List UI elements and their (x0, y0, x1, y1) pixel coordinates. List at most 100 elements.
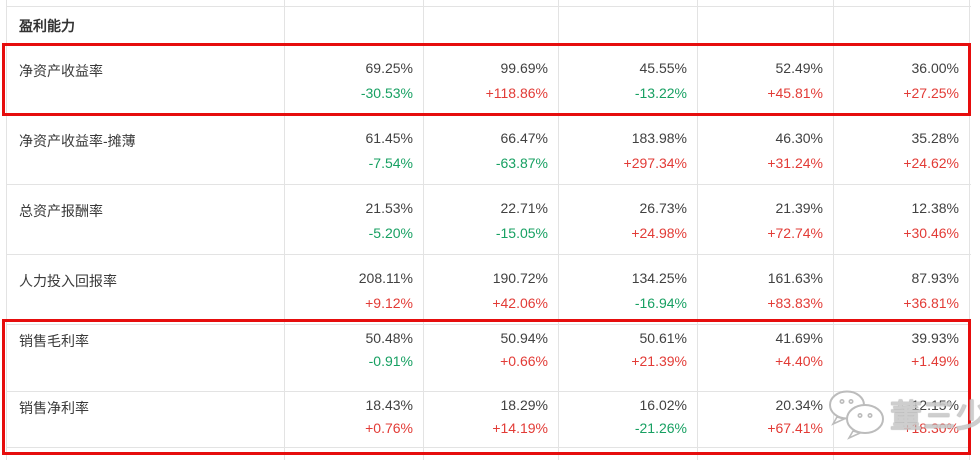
table-row: 净资产收益率 69.25% -30.53% 99.69% +118.86% 45.55%… (7, 45, 971, 115)
metric-change: +24.62% (903, 155, 959, 171)
metric-value-cell: 66.47% -63.87% (424, 115, 559, 184)
metric-label: 人力投入回报率 (19, 273, 117, 289)
metric-change: +67.41% (767, 420, 823, 436)
metric-value-cell: 18.43% +0.76% (285, 392, 424, 447)
section-header-row: 盈利能力 (7, 7, 971, 45)
metric-value: 99.69% (500, 60, 548, 76)
metric-value-cell: 87.93% +36.81% (834, 255, 970, 324)
metric-value-cell: 12.15% +18.30% (834, 392, 970, 447)
metric-change: -16.94% (634, 295, 687, 311)
metric-value-cell: 45.55% -13.22% (559, 45, 698, 114)
metric-value: 61.45% (365, 130, 413, 146)
metric-change: +14.19% (492, 420, 548, 436)
metric-value: 20.34% (775, 397, 823, 413)
metric-value: 50.48% (365, 330, 413, 346)
metric-value-cell: 20.34% +67.41% (698, 392, 834, 447)
metric-value: 46.30% (775, 130, 823, 146)
metric-change: +118.86% (485, 85, 548, 101)
metric-value-cell: 41.69% +4.40% (698, 325, 834, 391)
metric-value: 21.53% (365, 200, 413, 216)
metric-value-cell: 18.29% +14.19% (424, 392, 559, 447)
metric-label-cell: 净资产收益率-摊薄 (7, 115, 285, 184)
metric-value-cell: 99.69% +118.86% (424, 45, 559, 114)
metric-change: +72.74% (767, 225, 823, 241)
metric-change: +45.81% (767, 85, 823, 101)
metric-value: 18.29% (500, 397, 548, 413)
metric-value: 190.72% (492, 270, 548, 286)
table-row: 销售净利率 18.43% +0.76% 18.29% +14.19% 16.02% -21… (7, 392, 971, 448)
metric-change: +9.12% (365, 295, 413, 311)
metric-value-cell: 161.63% +83.83% (698, 255, 834, 324)
metric-value-cell: 52.49% +45.81% (698, 45, 834, 114)
metric-value: 21.39% (775, 200, 823, 216)
metric-change: +24.98% (631, 225, 687, 241)
metric-value: 208.11% (358, 270, 413, 286)
metric-label-cell: 净资产收益率 (7, 45, 285, 114)
table-row: 销售毛利率 50.48% -0.91% 50.94% +0.66% 50.61% +21.… (7, 325, 971, 392)
metric-value: 66.47% (500, 130, 548, 146)
metric-change: -7.54% (368, 155, 413, 171)
metric-value-cell: 12.38% +30.46% (834, 185, 970, 254)
metric-change: -15.05% (495, 225, 548, 241)
table-row: 人力投入回报率 208.11% +9.12% 190.72% +42.06% 134.2… (7, 255, 971, 325)
metric-value: 52.49% (775, 60, 823, 76)
metric-value-cell: 50.94% +0.66% (424, 325, 559, 391)
metric-change: +42.06% (492, 295, 548, 311)
metric-value: 87.93% (911, 270, 959, 286)
metric-value-cell: 21.53% -5.20% (285, 185, 424, 254)
metric-value-cell: 183.98% +297.34% (559, 115, 698, 184)
table-rows: 净资产收益率 69.25% -30.53% 99.69% +118.86% 45.55%… (7, 45, 971, 448)
metric-change: +83.83% (767, 295, 823, 311)
metric-value-cell: 61.45% -7.54% (285, 115, 424, 184)
metric-label-cell: 销售毛利率 (7, 325, 285, 391)
metric-value-cell: 36.00% +27.25% (834, 45, 970, 114)
table-row: 总资产报酬率 21.53% -5.20% 22.71% -15.05% 26.73% +2… (7, 185, 971, 255)
metric-value-cell: 208.11% +9.12% (285, 255, 424, 324)
metric-value: 22.71% (500, 200, 548, 216)
metric-value: 134.25% (631, 270, 687, 286)
watermark-text: 董三少 (890, 398, 980, 434)
metric-value: 12.38% (911, 200, 959, 216)
metric-value: 18.43% (365, 397, 413, 413)
metric-change: +31.24% (767, 155, 823, 171)
metric-change: -5.20% (368, 225, 413, 241)
metric-value: 50.94% (500, 330, 548, 346)
metric-value-cell: 50.48% -0.91% (285, 325, 424, 391)
metric-change: +30.46% (903, 225, 959, 241)
metric-change: -0.91% (368, 353, 413, 369)
metric-label: 总资产报酬率 (19, 203, 103, 219)
metric-value-cell: 16.02% -21.26% (559, 392, 698, 447)
metric-change: +0.66% (500, 353, 548, 369)
metric-value: 16.02% (639, 397, 687, 413)
wechat-icon (829, 390, 884, 440)
metric-value: 41.69% (775, 330, 823, 346)
metric-change: +4.40% (775, 353, 823, 369)
metric-value-cell: 26.73% +24.98% (559, 185, 698, 254)
metric-value-cell: 50.61% +21.39% (559, 325, 698, 391)
metric-change: +27.25% (903, 85, 959, 101)
metric-change: +1.49% (911, 353, 959, 369)
metric-value-cell: 46.30% +31.24% (698, 115, 834, 184)
metric-label-cell: 总资产报酬率 (7, 185, 285, 254)
partial-row-bottom (7, 448, 971, 460)
metric-value: 35.28% (911, 130, 959, 146)
profitability-table: 盈利能力 净资产收益率 69.25% -30.53% 99.69% +118.86% 4… (6, 0, 971, 460)
metric-change: +18.30% (903, 420, 959, 436)
metric-value: 69.25% (365, 60, 413, 76)
metric-value-cell: 21.39% +72.74% (698, 185, 834, 254)
metric-value: 12.15% (911, 397, 959, 413)
metric-label: 净资产收益率 (19, 63, 103, 79)
metric-value-cell: 69.25% -30.53% (285, 45, 424, 114)
metric-change: -13.22% (634, 85, 687, 101)
metric-value: 36.00% (911, 60, 959, 76)
partial-row-top (7, 0, 971, 7)
metric-label: 销售毛利率 (19, 333, 89, 349)
metric-label-cell: 销售净利率 (7, 392, 285, 447)
metric-change: -30.53% (360, 85, 413, 101)
metric-value-cell: 35.28% +24.62% (834, 115, 970, 184)
metric-value-cell: 22.71% -15.05% (424, 185, 559, 254)
metric-value: 26.73% (639, 200, 687, 216)
metric-value: 39.93% (911, 330, 959, 346)
metric-change: +36.81% (903, 295, 959, 311)
